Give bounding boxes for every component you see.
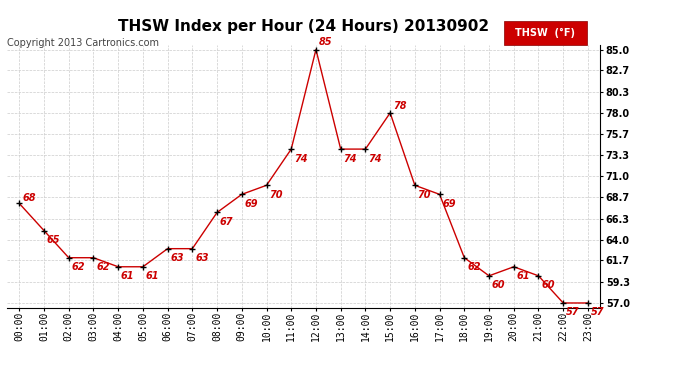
Text: THSW  (°F): THSW (°F) [515,28,575,38]
Text: 78: 78 [393,101,406,111]
Text: 69: 69 [442,199,456,209]
Text: 61: 61 [146,271,159,281]
Text: 57: 57 [566,308,580,318]
Text: Copyright 2013 Cartronics.com: Copyright 2013 Cartronics.com [7,38,159,48]
Text: 62: 62 [467,262,481,272]
Text: 61: 61 [517,271,530,281]
Text: 68: 68 [22,193,36,202]
Text: 61: 61 [121,271,135,281]
Text: 74: 74 [344,154,357,164]
Text: 74: 74 [368,154,382,164]
Text: 60: 60 [541,280,555,290]
Text: 85: 85 [319,38,333,47]
Text: 62: 62 [96,262,110,272]
Text: 57: 57 [591,308,604,318]
Text: 63: 63 [170,253,184,263]
Text: 65: 65 [47,235,60,245]
Text: 70: 70 [417,190,431,200]
Text: 69: 69 [244,199,258,209]
Text: 62: 62 [72,262,85,272]
Text: 67: 67 [220,217,233,227]
Text: THSW Index per Hour (24 Hours) 20130902: THSW Index per Hour (24 Hours) 20130902 [118,19,489,34]
Text: 60: 60 [492,280,505,290]
Text: 63: 63 [195,253,208,263]
Text: 74: 74 [294,154,308,164]
Text: 70: 70 [269,190,283,200]
